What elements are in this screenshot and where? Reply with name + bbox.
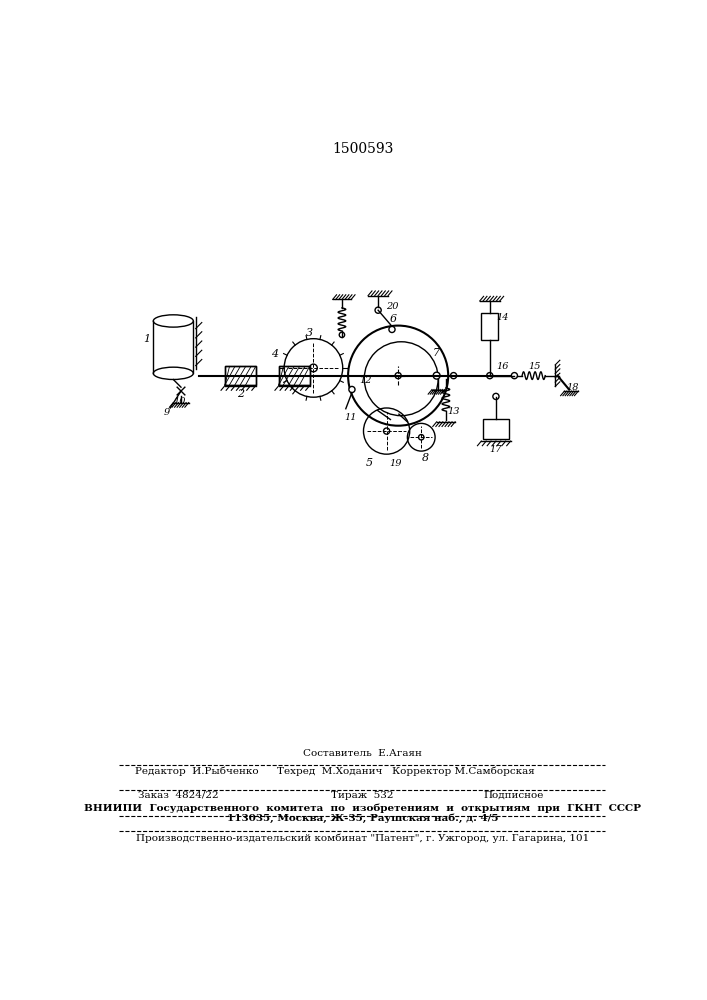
Circle shape <box>349 386 355 393</box>
Text: Заказ  4824/22: Заказ 4824/22 <box>139 791 219 800</box>
Bar <box>483 419 509 439</box>
Text: 113035, Москва, Ж-35, Раушская наб., д. 4/5: 113035, Москва, Ж-35, Раушская наб., д. … <box>227 813 498 823</box>
Bar <box>481 312 498 340</box>
Polygon shape <box>279 366 310 385</box>
Circle shape <box>389 326 395 333</box>
Text: 13: 13 <box>448 407 460 416</box>
Text: 12: 12 <box>360 376 372 385</box>
Text: Техред  М.Ходанич   Корректор М.Самборская: Техред М.Ходанич Корректор М.Самборская <box>277 767 534 776</box>
Text: 14: 14 <box>496 313 509 322</box>
Circle shape <box>486 373 493 379</box>
Text: 2: 2 <box>237 389 244 399</box>
Text: 11: 11 <box>344 413 356 422</box>
Polygon shape <box>225 366 256 385</box>
Circle shape <box>493 393 499 400</box>
Text: 20: 20 <box>386 302 398 311</box>
Text: Редактор  И.Рыбченко: Редактор И.Рыбченко <box>134 767 258 776</box>
Text: Производственно-издательский комбинат "Патент", г. Ужгород, ул. Гагарина, 101: Производственно-издательский комбинат "П… <box>136 833 590 843</box>
Text: 16: 16 <box>496 362 509 371</box>
Text: 17: 17 <box>490 445 502 454</box>
Text: Подписное: Подписное <box>484 791 544 800</box>
Text: Составитель  Е.Агаян: Составитель Е.Агаян <box>303 749 422 758</box>
Text: 8: 8 <box>421 453 428 463</box>
Text: 4: 4 <box>271 349 279 359</box>
Text: 1500593: 1500593 <box>332 142 393 156</box>
Text: 19: 19 <box>390 459 402 468</box>
Circle shape <box>450 373 457 379</box>
Circle shape <box>433 372 440 379</box>
Text: 9: 9 <box>164 408 170 417</box>
Circle shape <box>511 373 518 379</box>
Circle shape <box>375 307 381 313</box>
Text: 10: 10 <box>173 397 186 406</box>
Text: Тираж  532: Тираж 532 <box>332 791 394 800</box>
Text: 15: 15 <box>528 362 541 371</box>
Text: 5: 5 <box>366 458 373 468</box>
Text: 1: 1 <box>144 334 151 344</box>
Text: 6: 6 <box>390 314 397 324</box>
Text: 18: 18 <box>566 383 578 392</box>
Text: 3: 3 <box>306 328 313 338</box>
Text: ВНИИПИ  Государственного  комитета  по  изобретениям  и  открытиям  при  ГКНТ  С: ВНИИПИ Государственного комитета по изоб… <box>84 804 641 813</box>
Text: 7: 7 <box>433 348 440 358</box>
